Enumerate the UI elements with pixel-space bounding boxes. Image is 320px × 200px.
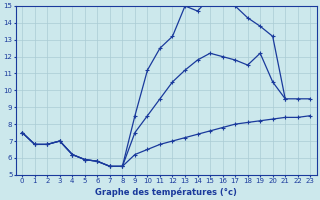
X-axis label: Graphe des températures (°c): Graphe des températures (°c) (95, 187, 237, 197)
